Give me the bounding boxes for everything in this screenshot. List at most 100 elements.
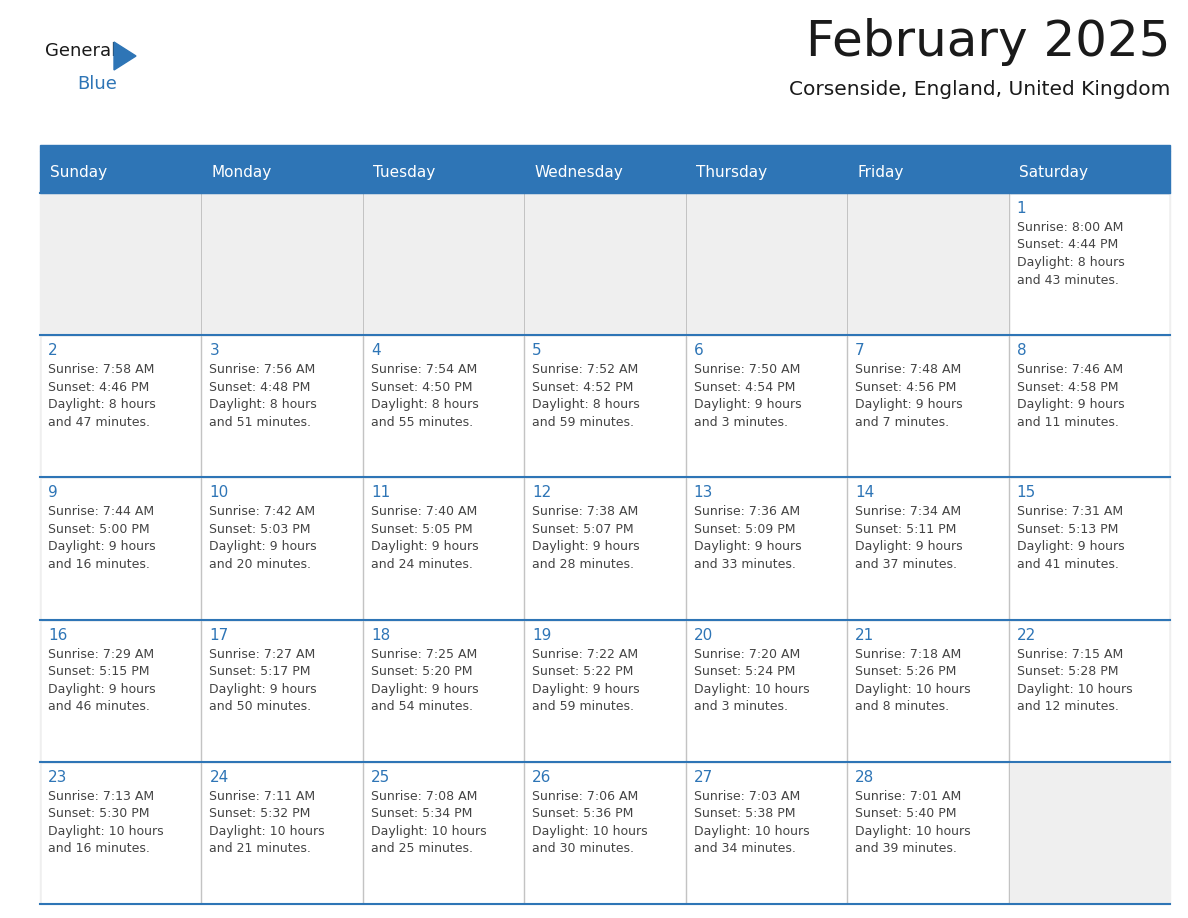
Text: Sunrise: 7:36 AM: Sunrise: 7:36 AM — [694, 506, 800, 519]
Bar — [203, 479, 361, 618]
Text: Sunrise: 8:00 AM: Sunrise: 8:00 AM — [1017, 221, 1123, 234]
Text: Sunset: 5:17 PM: Sunset: 5:17 PM — [209, 666, 311, 678]
Bar — [42, 621, 200, 760]
Text: and 11 minutes.: and 11 minutes. — [1017, 416, 1118, 429]
Text: Blue: Blue — [77, 75, 116, 93]
Text: Sunset: 5:20 PM: Sunset: 5:20 PM — [371, 666, 473, 678]
Text: and 59 minutes.: and 59 minutes. — [532, 700, 634, 713]
Text: Sunrise: 7:27 AM: Sunrise: 7:27 AM — [209, 647, 316, 661]
Bar — [42, 337, 200, 476]
Bar — [365, 479, 523, 618]
Text: Friday: Friday — [858, 164, 904, 180]
Text: Sunrise: 7:42 AM: Sunrise: 7:42 AM — [209, 506, 316, 519]
Text: Sunset: 5:36 PM: Sunset: 5:36 PM — [532, 807, 633, 821]
Bar — [1011, 337, 1168, 476]
Text: Sunset: 4:56 PM: Sunset: 4:56 PM — [855, 381, 956, 394]
Text: Sunrise: 7:15 AM: Sunrise: 7:15 AM — [1017, 647, 1123, 661]
Text: and 8 minutes.: and 8 minutes. — [855, 700, 949, 713]
Text: Saturday: Saturday — [1018, 164, 1087, 180]
Text: Sunrise: 7:50 AM: Sunrise: 7:50 AM — [694, 364, 800, 376]
Text: Wednesday: Wednesday — [535, 164, 623, 180]
Bar — [365, 621, 523, 760]
Text: Sunrise: 7:38 AM: Sunrise: 7:38 AM — [532, 506, 638, 519]
Text: Daylight: 9 hours: Daylight: 9 hours — [694, 398, 802, 411]
Text: Sunrise: 7:20 AM: Sunrise: 7:20 AM — [694, 647, 800, 661]
Text: Daylight: 9 hours: Daylight: 9 hours — [371, 541, 479, 554]
Text: Sunrise: 7:11 AM: Sunrise: 7:11 AM — [209, 789, 316, 803]
Bar — [40, 620, 1170, 762]
Text: Sunset: 4:46 PM: Sunset: 4:46 PM — [48, 381, 150, 394]
Text: Daylight: 9 hours: Daylight: 9 hours — [694, 541, 802, 554]
Text: 9: 9 — [48, 486, 58, 500]
Text: Sunrise: 7:03 AM: Sunrise: 7:03 AM — [694, 789, 800, 803]
Text: 27: 27 — [694, 770, 713, 785]
Bar — [526, 764, 684, 902]
Text: Daylight: 10 hours: Daylight: 10 hours — [209, 824, 326, 838]
Text: Daylight: 10 hours: Daylight: 10 hours — [48, 824, 164, 838]
Text: Daylight: 9 hours: Daylight: 9 hours — [209, 683, 317, 696]
Text: 23: 23 — [48, 770, 68, 785]
Text: and 51 minutes.: and 51 minutes. — [209, 416, 311, 429]
Text: Corsenside, England, United Kingdom: Corsenside, England, United Kingdom — [789, 80, 1170, 99]
Text: 8: 8 — [1017, 343, 1026, 358]
Text: 14: 14 — [855, 486, 874, 500]
Text: Sunset: 5:40 PM: Sunset: 5:40 PM — [855, 807, 956, 821]
Text: Daylight: 9 hours: Daylight: 9 hours — [532, 541, 640, 554]
Text: Sunrise: 7:31 AM: Sunrise: 7:31 AM — [1017, 506, 1123, 519]
Text: and 16 minutes.: and 16 minutes. — [48, 843, 150, 856]
Text: Sunset: 4:48 PM: Sunset: 4:48 PM — [209, 381, 311, 394]
Text: and 46 minutes.: and 46 minutes. — [48, 700, 150, 713]
Bar — [365, 764, 523, 902]
Bar — [203, 621, 361, 760]
Text: Sunset: 5:15 PM: Sunset: 5:15 PM — [48, 666, 150, 678]
Text: Daylight: 9 hours: Daylight: 9 hours — [48, 683, 156, 696]
Text: Monday: Monday — [211, 164, 272, 180]
Text: and 47 minutes.: and 47 minutes. — [48, 416, 150, 429]
Text: Sunset: 4:50 PM: Sunset: 4:50 PM — [371, 381, 473, 394]
Bar — [203, 764, 361, 902]
Text: and 39 minutes.: and 39 minutes. — [855, 843, 958, 856]
Text: Sunset: 5:24 PM: Sunset: 5:24 PM — [694, 666, 795, 678]
Text: Daylight: 8 hours: Daylight: 8 hours — [371, 398, 479, 411]
Text: Sunrise: 7:06 AM: Sunrise: 7:06 AM — [532, 789, 638, 803]
Text: 24: 24 — [209, 770, 228, 785]
Bar — [849, 621, 1006, 760]
Bar — [365, 337, 523, 476]
Text: Daylight: 10 hours: Daylight: 10 hours — [855, 683, 971, 696]
Text: and 33 minutes.: and 33 minutes. — [694, 558, 796, 571]
Text: 15: 15 — [1017, 486, 1036, 500]
Text: 19: 19 — [532, 628, 551, 643]
Text: Sunset: 5:32 PM: Sunset: 5:32 PM — [209, 807, 311, 821]
Bar — [688, 764, 845, 902]
Text: 10: 10 — [209, 486, 228, 500]
Text: Daylight: 10 hours: Daylight: 10 hours — [694, 683, 809, 696]
Text: and 30 minutes.: and 30 minutes. — [532, 843, 634, 856]
Bar — [688, 621, 845, 760]
Text: and 28 minutes.: and 28 minutes. — [532, 558, 634, 571]
Text: and 3 minutes.: and 3 minutes. — [694, 700, 788, 713]
Text: Sunrise: 7:58 AM: Sunrise: 7:58 AM — [48, 364, 154, 376]
Text: Sunrise: 7:56 AM: Sunrise: 7:56 AM — [209, 364, 316, 376]
Text: Daylight: 9 hours: Daylight: 9 hours — [855, 398, 962, 411]
Text: and 16 minutes.: and 16 minutes. — [48, 558, 150, 571]
Text: 26: 26 — [532, 770, 551, 785]
Text: and 34 minutes.: and 34 minutes. — [694, 843, 796, 856]
Text: 28: 28 — [855, 770, 874, 785]
Text: 1: 1 — [1017, 201, 1026, 216]
Text: Sunday: Sunday — [50, 164, 107, 180]
Text: 2: 2 — [48, 343, 58, 358]
Text: and 21 minutes.: and 21 minutes. — [209, 843, 311, 856]
Text: February 2025: February 2025 — [805, 18, 1170, 66]
Bar — [526, 479, 684, 618]
Bar — [688, 337, 845, 476]
Text: Sunset: 4:58 PM: Sunset: 4:58 PM — [1017, 381, 1118, 394]
Text: 21: 21 — [855, 628, 874, 643]
Bar — [688, 479, 845, 618]
Text: Daylight: 10 hours: Daylight: 10 hours — [371, 824, 486, 838]
Text: and 12 minutes.: and 12 minutes. — [1017, 700, 1118, 713]
Text: and 41 minutes.: and 41 minutes. — [1017, 558, 1118, 571]
Bar — [526, 337, 684, 476]
Text: Daylight: 8 hours: Daylight: 8 hours — [209, 398, 317, 411]
Text: and 59 minutes.: and 59 minutes. — [532, 416, 634, 429]
Text: Sunrise: 7:40 AM: Sunrise: 7:40 AM — [371, 506, 478, 519]
